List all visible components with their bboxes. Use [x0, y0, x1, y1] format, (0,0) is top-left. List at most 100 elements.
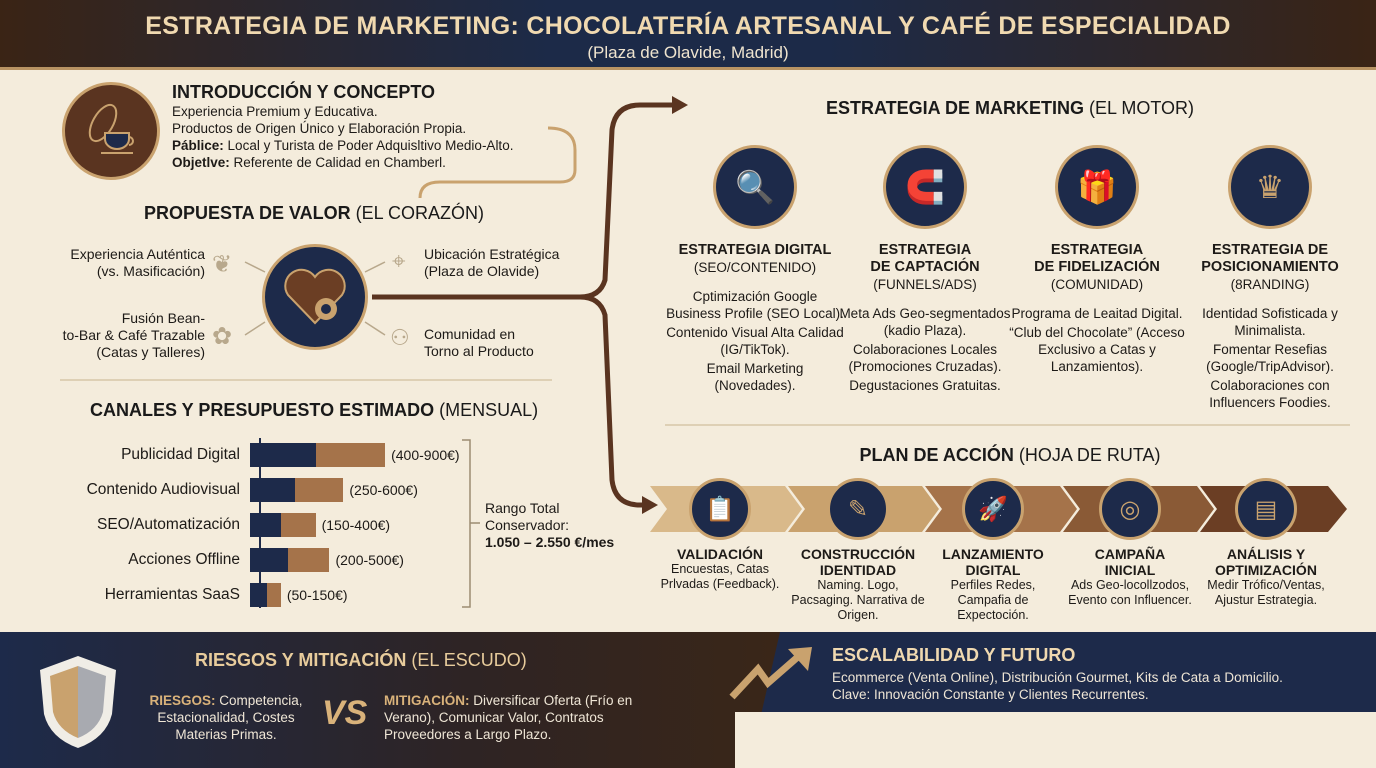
- value-item-community: Comunidad en Torno al Producto: [424, 326, 534, 360]
- value-line: (vs. Masificación): [96, 263, 205, 279]
- step-title: LANZAMIENTO: [942, 546, 1044, 562]
- value-title: PROPUESTA DE VALOR (EL CORAZÓN): [114, 203, 514, 224]
- strategy-title: ESTRATEGIA DE: [1211, 242, 1328, 258]
- strategy-point: “Club del Chocolate” (Acceso Exclusivo a…: [1009, 325, 1185, 374]
- mitigation-body: Diversificar Oferta (Frío en Verano), Co…: [384, 693, 633, 742]
- channels-title: CANALES Y PRESUPUESTO ESTIMADO (MENSUAL): [90, 400, 538, 421]
- step-title: DIGITAL: [965, 562, 1021, 578]
- step-title: VALIDACIÓN: [676, 546, 764, 562]
- location-pin-icon: ⌖: [392, 248, 406, 275]
- step-title: CONSTRUCCIÓN: [800, 546, 916, 562]
- strategy-card: ESTRATEGIA DE POSICIONAMIENTO (8RANDING) Id…: [1180, 242, 1360, 411]
- step-title: ANÁLISIS Y: [1226, 546, 1306, 562]
- bar-min: [250, 478, 295, 502]
- magnet-megaphone-icon: 🧲: [883, 145, 967, 229]
- strategy-title: POSICIONAMIENTO: [1201, 259, 1339, 275]
- risks-title: RIESGOS Y MITIGACIÓN (EL ESCUDO): [195, 650, 527, 671]
- strategy-card: ESTRATEGIA DE FIDELIZACIÓN (COMUNIDAD) Prog…: [1007, 242, 1187, 375]
- channels-title-main: CANALES Y PRESUPUESTO ESTIMADO: [90, 400, 435, 420]
- clipboard-icon: 📋: [689, 478, 751, 540]
- strategy-subtitle: (SEO/CONTENIDO): [693, 260, 817, 275]
- strategy-title: DE CAPTACIÓN: [870, 259, 980, 275]
- plan-step: VALIDACIÓN Encuestas, Catas Prlvadas (Fee…: [650, 546, 790, 592]
- strategy-title: DE FIDELIZACIÓN: [1034, 259, 1160, 275]
- bar-range: [315, 443, 386, 467]
- step-desc: Perfiles Redes, Campafia de Expectoción.: [950, 578, 1036, 622]
- value-title-main: PROPUESTA DE VALOR: [143, 203, 351, 223]
- value-item-authentic: Experiencia Auténtica (vs. Masificación): [20, 246, 205, 280]
- bar-row: Publicidad Digital (400-900€): [60, 443, 460, 467]
- page-title: ESTRATEGIA DE MARKETING: CHOCOLATERÍA AR…: [145, 12, 1231, 40]
- strategy-point: Colaboraciones con Influencers Foodies.: [1209, 378, 1331, 410]
- risks-panel: [0, 632, 780, 768]
- pencil-ruler-icon: ✎: [827, 478, 889, 540]
- objective-label: Objetlve:: [172, 155, 230, 170]
- bar-range: [287, 548, 330, 572]
- page-subtitle: (Plaza de Olavide, Madrid): [587, 43, 789, 62]
- marketing-title-main: ESTRATEGIA DE MARKETING: [825, 98, 1084, 118]
- value-line: Comunidad en: [424, 326, 516, 342]
- bar-row: Herramientas SaaS (50-150€): [60, 583, 348, 607]
- bottom-right-cream: [735, 712, 1376, 768]
- plan-step: CONSTRUCCIÓN IDENTIDAD Naming. Logo, Pacsa…: [788, 546, 928, 623]
- bar-min: [250, 513, 281, 537]
- bar-label: Publicidad Digital: [121, 446, 240, 463]
- step-title: CAMPAÑA: [1094, 546, 1166, 562]
- strategy-point: Contenido Visual Alta Calidad (IG/TikTok…: [666, 325, 844, 357]
- bar-value-label: (250-600€): [349, 482, 418, 498]
- phone-search-icon: 🔍: [713, 145, 797, 229]
- intro-line: Experiencia Premium y Educativa.: [172, 104, 378, 119]
- plan-step: CAMPAÑA INICIAL Ads Geo-locollzodos, Event…: [1060, 546, 1200, 608]
- intro-public: Páblice: Local y Turista de Poder Adquis…: [172, 137, 513, 154]
- bar-label: Acciones Offline: [128, 551, 240, 568]
- public-text: Local y Turista de Poder Adquisltivo Med…: [227, 138, 514, 153]
- value-item-location: Ubicación Estratégica (Plaza de Olavide): [424, 246, 559, 280]
- step-desc: Medir Trófico/Ventas, Ajustur Estrategia…: [1207, 578, 1325, 607]
- value-line: Torno al Producto: [424, 343, 534, 359]
- plan-title-paren: (HOJA DE RUTA): [1018, 445, 1161, 465]
- bar-range: [266, 583, 281, 607]
- value-line: Ubicación Estratégica: [424, 246, 560, 262]
- plan-title-main: PLAN DE ACCIÓN: [859, 445, 1014, 465]
- risks-label: RIESGOS:: [149, 693, 216, 708]
- community-icon: ⚇: [390, 325, 410, 350]
- shield-icon: [40, 656, 116, 748]
- bar-value-label: (150-400€): [321, 517, 391, 533]
- strategy-point: Degustaciones Gratuitas.: [849, 378, 1001, 393]
- value-item-fusion: Fusión Bean-to-Bar & Café Trazable (Catas…: [20, 310, 205, 361]
- step-title: OPTIMIZACIÓN: [1215, 562, 1317, 578]
- strategy-point: Fomentar Resefias (Google/TripAdvisor).: [1206, 342, 1334, 374]
- bar-value-label: (400-900€): [391, 447, 460, 463]
- strategy-subtitle: (FUNNELS/ADS): [873, 277, 977, 292]
- plan-step: ANÁLISIS Y OPTIMIZACIÓN Medir Trófico/Vent…: [1196, 546, 1336, 608]
- future-line: Clave: Innovación Constante y Clientes R…: [832, 687, 1149, 702]
- future-line: Ecommerce (Venta Online), Distribución G…: [832, 670, 1283, 685]
- bar-value-label: (50-150€): [286, 587, 348, 603]
- value-line: Fusión Bean-: [121, 310, 205, 326]
- bar-min: [250, 443, 316, 467]
- value-line: Experiencia Auténtica: [70, 246, 205, 262]
- rocket-icon: 🚀: [962, 478, 1024, 540]
- total-value: 1.050 – 2.550 €/mes: [485, 534, 615, 550]
- strategy-title: ESTRATEGIA DIGITAL: [678, 242, 832, 258]
- bar-row: SEO/Automatización (150-400€): [60, 513, 390, 537]
- gift-handshake-icon: 🎁: [1055, 145, 1139, 229]
- strategy-title: ESTRATEGIA: [1050, 242, 1144, 258]
- total-line: Rango Total: [485, 500, 560, 516]
- future-text: Ecommerce (Venta Online), Distribución G…: [832, 669, 1283, 703]
- target-icon: ◎: [1099, 478, 1161, 540]
- crown-chat-icon: ♛: [1228, 145, 1312, 229]
- bar-row: Acciones Offline (200-500€): [60, 548, 404, 572]
- mitigation-text: MITIGACIÓN: Diversificar Oferta (Frío en…: [384, 692, 674, 743]
- cacao-pod-icon: ❦: [212, 251, 233, 278]
- risks-title-main: RIESGOS Y MITIGACIÓN: [195, 650, 407, 670]
- bar-label: Herramientas SaaS: [104, 586, 240, 603]
- step-desc: Encuestas, Catas Prlvadas (Feedback).: [660, 562, 780, 591]
- handshake-icon: ✿: [212, 323, 233, 350]
- marketing-title-paren: (EL MOTOR): [1089, 98, 1195, 118]
- bar-label: Contenido Audiovisual: [86, 481, 240, 498]
- step-desc: Ads Geo-locollzodos, Evento con Influenc…: [1068, 578, 1192, 607]
- analytics-dashboard-icon: ▤: [1235, 478, 1297, 540]
- vs-badge: VS: [322, 694, 368, 732]
